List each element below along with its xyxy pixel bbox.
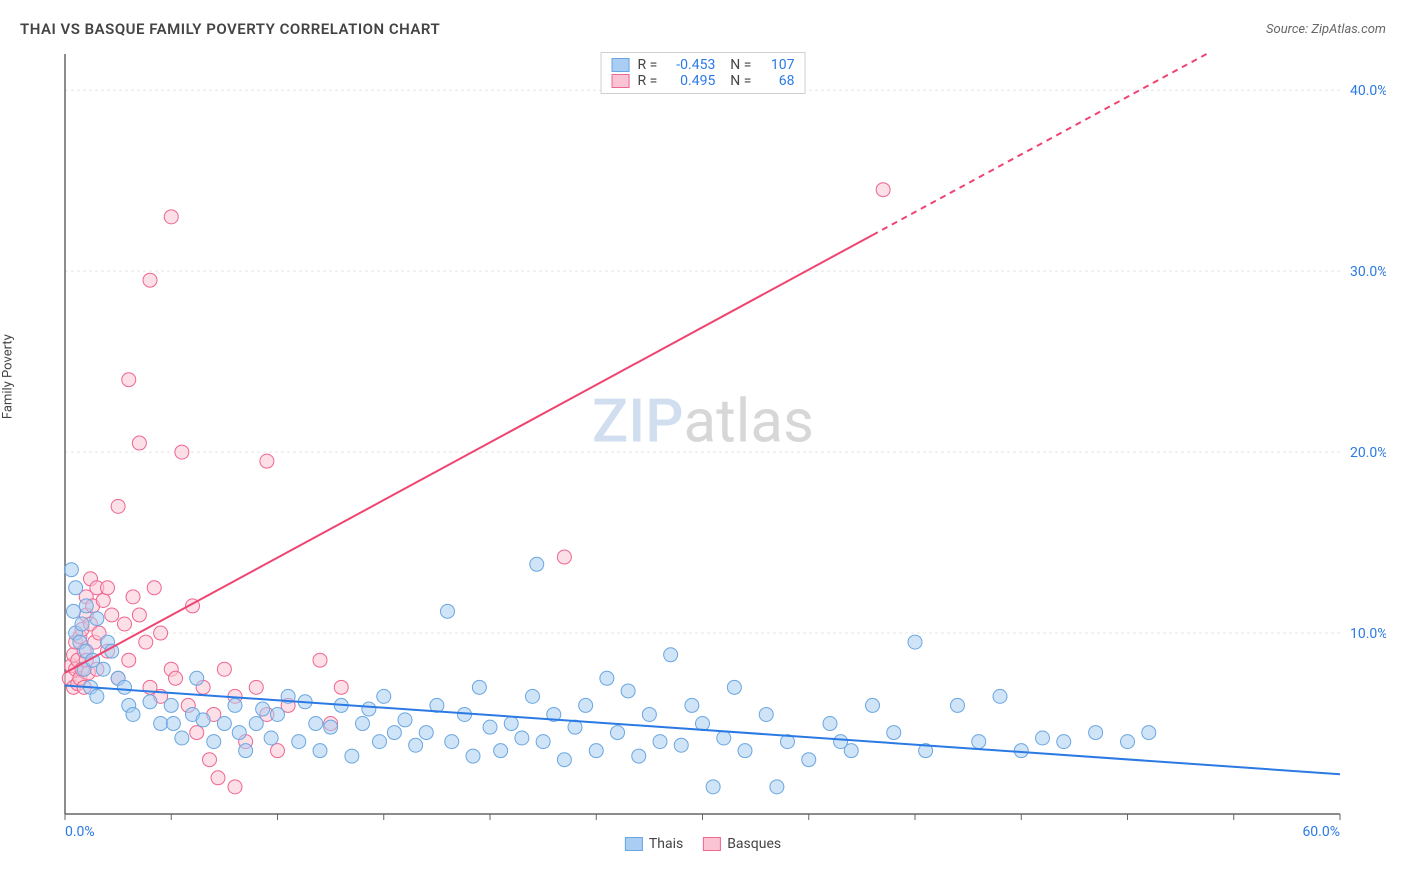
legend-item: Thais <box>625 836 683 852</box>
series-legend: Thais Basques <box>625 836 781 852</box>
chart-title: THAI VS BASQUE FAMILY POVERTY CORRELATIO… <box>20 20 440 38</box>
svg-text:30.0%: 30.0% <box>1350 264 1386 280</box>
svg-text:20.0%: 20.0% <box>1350 445 1386 461</box>
legend-row: R =0.495 N =68 <box>612 73 795 89</box>
svg-text:60.0%: 60.0% <box>1302 824 1340 840</box>
svg-text:10.0%: 10.0% <box>1350 626 1386 642</box>
legend-item: Basques <box>703 836 781 852</box>
correlation-legend: R =-0.453 N =107R =0.495 N =68 <box>601 52 806 94</box>
legend-row: R =-0.453 N =107 <box>612 57 795 73</box>
svg-text:0.0%: 0.0% <box>65 824 95 840</box>
source-label: Source: ZipAtlas.com <box>1266 22 1386 37</box>
chart-area: Family Poverty ZIPatlas 10.0%20.0%30.0%4… <box>20 44 1386 864</box>
svg-text:40.0%: 40.0% <box>1350 83 1386 99</box>
scatter-plot: 10.0% 20.0% 30.0% 40.0% 0.0% 60.0% <box>20 44 1386 864</box>
y-axis-label: Family Poverty <box>1 334 16 419</box>
